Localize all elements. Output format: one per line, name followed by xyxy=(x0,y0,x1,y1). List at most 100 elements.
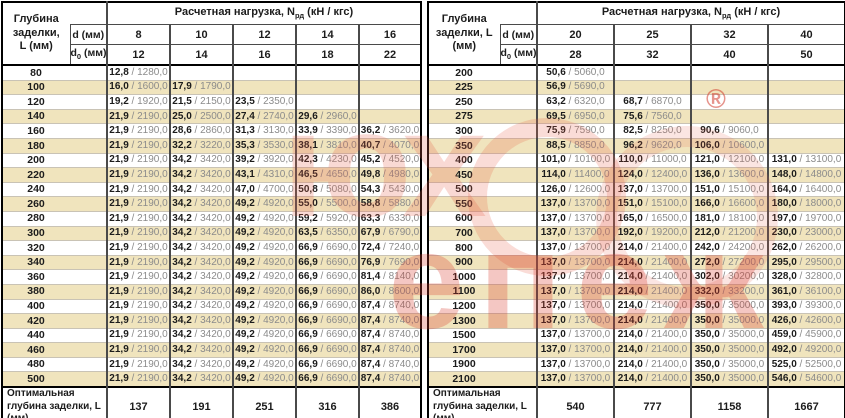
table-header: Глубина заделки, L (мм) Расчетная нагруз… xyxy=(2,2,421,65)
d0-value-header: 28 xyxy=(536,44,614,65)
d0-label-text: d xyxy=(500,47,507,60)
load-cell: 87,4 / 8740,0 xyxy=(358,313,421,329)
optimal-depth-value: 1158 xyxy=(690,387,768,418)
depth-cell: 500 xyxy=(428,181,537,197)
optimal-depth-label: Оптимальная глубина заделки, L (мм) xyxy=(428,387,537,418)
load-cell: 124,0 / 12400,0 xyxy=(613,167,691,183)
table-row: 1700 137,0 / 13700,0 214,0 / 21400,0 350,0 … xyxy=(428,342,845,358)
load-cell: 66,9 / 6690,0 xyxy=(295,327,359,343)
table-row: 225 56,9 / 5690,0 xyxy=(428,79,845,95)
optimal-depth-value: 191 xyxy=(169,387,233,418)
d0-value-header: 12 xyxy=(106,44,170,65)
d-label: d (мм) xyxy=(69,24,107,45)
load-cell: 49,2 / 4920,0 xyxy=(232,225,296,241)
load-cell: 49,2 / 4920,0 xyxy=(232,240,296,256)
depth-cell: 600 xyxy=(428,210,537,227)
table-row: 240 21,9 / 2190,0 34,2 / 3420,0 47,0 / 4700… xyxy=(2,181,421,197)
d-value-header: 32 xyxy=(690,24,768,45)
table-row: 280 21,9 / 2190,0 34,2 / 3420,0 49,2 / 4920… xyxy=(2,210,421,227)
load-cell: 32,2 / 3220,0 xyxy=(169,137,233,154)
table-row: 1200 137,0 / 13700,0 214,0 / 21400,0 350,0 … xyxy=(428,298,845,314)
table-row: 200 50,6 / 5060,0 xyxy=(428,64,845,81)
load-cell: 68,7 / 6870,0 xyxy=(613,94,691,110)
load-cell: 34,2 / 3420,0 xyxy=(169,283,233,299)
d0-label-subscript: 0 xyxy=(76,52,82,62)
table-row: 440 21,9 / 2190,0 34,2 / 3420,0 49,2 / 4920… xyxy=(2,327,421,343)
load-cell: 21,9 / 2190,0 xyxy=(106,269,170,285)
load-cell: 23,5 / 2350,0 xyxy=(232,94,296,110)
table-row: 360 21,9 / 2190,0 34,2 / 3420,0 49,2 / 4920… xyxy=(2,269,421,285)
load-cell: 87,4 / 8740,0 xyxy=(358,371,421,388)
load-cell: 66,9 / 6690,0 xyxy=(295,283,359,299)
depth-cell: 350 xyxy=(428,137,537,154)
load-cell: 21,9 / 2190,0 xyxy=(106,210,170,227)
depth-cell: 275 xyxy=(428,108,537,124)
load-cell: 214,0 / 21400,0 xyxy=(613,313,691,329)
load-cell: 214,0 / 21400,0 xyxy=(613,269,691,285)
load-cell: 34,2 / 3420,0 xyxy=(169,371,233,388)
table-row: 460 21,9 / 2190,0 34,2 / 3420,0 49,2 / 4920… xyxy=(2,342,421,358)
load-cell: 25,0 / 2500,0 xyxy=(169,108,233,124)
load-header-units: (кН / кгс) xyxy=(731,6,781,19)
load-cell: 45,2 / 4520,0 xyxy=(358,152,421,168)
load-cell: 72,4 / 7240,0 xyxy=(358,240,421,256)
load-cell: 34,2 / 3420,0 xyxy=(169,196,233,212)
depth-cell: 1900 xyxy=(428,356,537,372)
depth-cell: 180 xyxy=(2,137,107,154)
load-cell: 164,0 / 16400,0 xyxy=(766,181,845,197)
table-row: 300 75,9 / 7590,0 82,5 / 8250,0 90,6 / 9060… xyxy=(428,123,845,139)
d-value-header: 8 xyxy=(106,24,170,45)
table-row: 120 19,2 / 1920,0 21,5 / 2150,0 23,5 / 2350… xyxy=(2,94,421,110)
load-cell: 137,0 / 13700,0 xyxy=(536,313,614,329)
d0-value-header: 40 xyxy=(690,44,768,65)
load-cell: 21,9 / 2190,0 xyxy=(106,298,170,314)
load-cell: 137,0 / 13700,0 xyxy=(536,240,614,256)
load-cell: 525,0 / 52500,0 xyxy=(766,356,845,372)
load-cell: 34,2 / 3420,0 xyxy=(169,327,233,343)
load-cell: 137,0 / 13700,0 xyxy=(536,254,614,270)
depth-cell: 250 xyxy=(428,94,537,110)
optimal-depth-row: Оптимальная глубина заделки, L (мм) 5407… xyxy=(428,387,845,418)
load-cell: 59,2 / 5920,0 xyxy=(295,210,359,227)
table-row: 600 137,0 / 13700,0 165,0 / 16500,0 181,0 /… xyxy=(428,210,845,227)
depth-header: Глубина заделки, L (мм) xyxy=(2,2,70,65)
load-cell: 67,9 / 6790,0 xyxy=(358,225,421,241)
load-cell: 69,5 / 6950,0 xyxy=(536,108,614,124)
load-cell: 66,9 / 6690,0 xyxy=(295,298,359,314)
load-cell: 214,0 / 21400,0 xyxy=(613,371,691,388)
load-cell: 12,8 / 1280,0 xyxy=(106,64,170,81)
load-cell xyxy=(766,64,845,81)
load-cell: 90,6 / 9060,0 xyxy=(690,123,768,139)
load-cell: 106,0 / 10600,0 xyxy=(690,137,768,154)
load-cell: 137,0 / 13700,0 xyxy=(536,196,614,212)
load-cell: 332,0 / 33200,0 xyxy=(690,283,768,299)
table-row: 160 21,9 / 2190,0 28,6 / 2860,0 31,3 / 3130… xyxy=(2,123,421,139)
optimal-depth-value: 386 xyxy=(358,387,421,418)
table-row: 250 63,2 / 6320,0 68,7 / 6870,0 xyxy=(428,94,845,110)
load-cell: 350,0 / 35000,0 xyxy=(690,298,768,314)
load-cell: 137,0 / 13700,0 xyxy=(613,181,691,197)
d-value-header: 10 xyxy=(169,24,233,45)
depth-cell: 220 xyxy=(2,167,107,183)
load-cell: 137,0 / 13700,0 xyxy=(536,269,614,285)
load-cell: 49,2 / 4920,0 xyxy=(232,269,296,285)
load-cell: 36,2 / 3620,0 xyxy=(358,123,421,139)
load-cell: 426,0 / 42600,0 xyxy=(766,313,845,329)
load-table-small-diameters: Глубина заделки, L (мм) Расчетная нагруз… xyxy=(1,1,422,418)
load-cell: 136,0 / 13600,0 xyxy=(690,167,768,183)
optimal-depth-value: 540 xyxy=(536,387,614,418)
load-cell: 43,1 / 4310,0 xyxy=(232,167,296,183)
load-cell: 137,0 / 13700,0 xyxy=(536,356,614,372)
load-cell: 21,9 / 2190,0 xyxy=(106,342,170,358)
load-cell: 492,0 / 49200,0 xyxy=(766,342,845,358)
load-cell: 137,0 / 13700,0 xyxy=(536,327,614,343)
table-row: 2100 137,0 / 13700,0 214,0 / 21400,0 350,0 … xyxy=(428,371,845,388)
table-row: 480 21,9 / 2190,0 34,2 / 3420,0 49,2 / 4920… xyxy=(2,356,421,372)
load-cell: 50,6 / 5060,0 xyxy=(536,64,614,81)
load-cell: 214,0 / 21400,0 xyxy=(613,254,691,270)
load-cell: 34,2 / 3420,0 xyxy=(169,342,233,358)
load-cell xyxy=(690,108,768,124)
table-row: 275 69,5 / 6950,0 75,6 / 7560,0 xyxy=(428,108,845,124)
load-cell: 242,0 / 24200,0 xyxy=(690,240,768,256)
load-cell: 180,0 / 18000,0 xyxy=(766,196,845,212)
